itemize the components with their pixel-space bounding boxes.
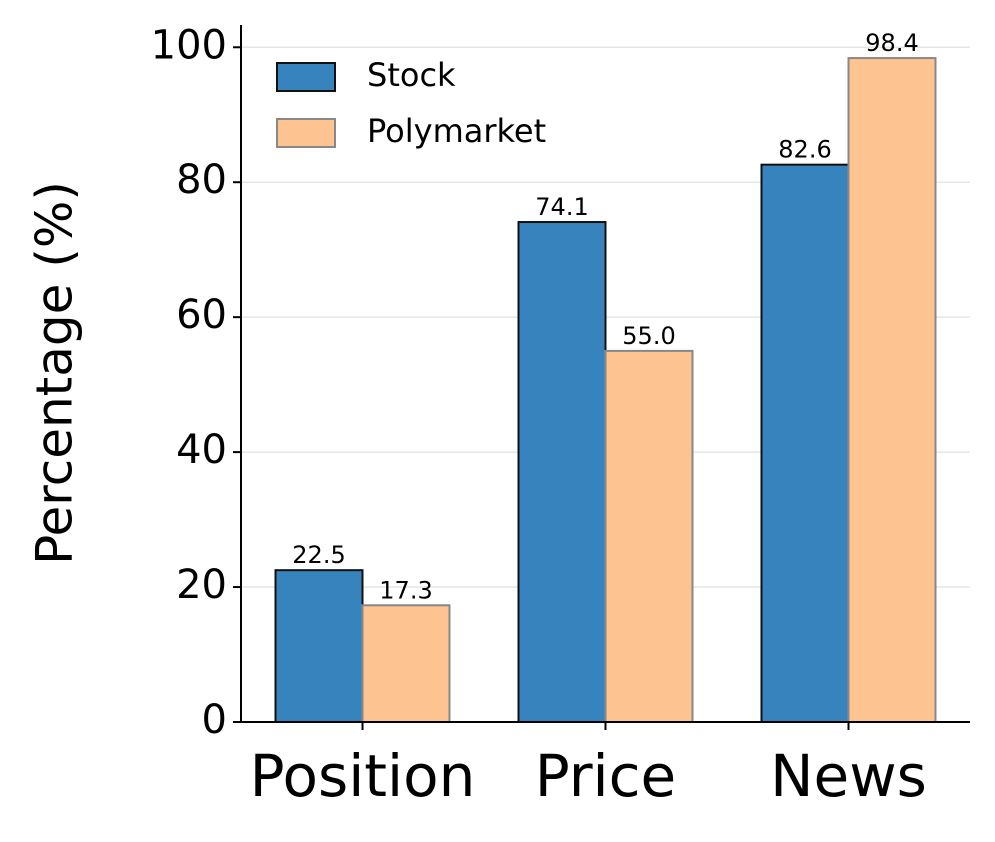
bar bbox=[361, 604, 451, 723]
value-label: 98.4 bbox=[865, 29, 918, 57]
x-tick-label: Price bbox=[535, 742, 677, 810]
bar bbox=[517, 221, 607, 723]
bar bbox=[847, 57, 937, 724]
bar bbox=[274, 569, 364, 723]
legend-swatch bbox=[276, 118, 336, 148]
y-tick-label: 40 bbox=[176, 427, 227, 473]
legend-label: Stock bbox=[367, 56, 456, 94]
value-label: 74.1 bbox=[535, 193, 588, 221]
y-tick-label: 100 bbox=[151, 22, 227, 68]
y-tick-label: 0 bbox=[202, 697, 227, 743]
x-tick-label: Position bbox=[250, 742, 476, 810]
y-tick-label: 20 bbox=[176, 562, 227, 608]
y-axis-label: Percentage (%) bbox=[26, 181, 84, 565]
value-label: 22.5 bbox=[292, 541, 345, 569]
x-tick-label: News bbox=[770, 742, 927, 810]
y-tick-label: 60 bbox=[176, 292, 227, 338]
bar bbox=[760, 163, 850, 723]
value-label: 82.6 bbox=[778, 136, 831, 164]
legend-label: Polymarket bbox=[367, 112, 546, 150]
value-label: 55.0 bbox=[622, 322, 675, 350]
bar bbox=[604, 349, 694, 723]
legend-swatch bbox=[276, 62, 336, 92]
y-tick-label: 80 bbox=[176, 157, 227, 203]
value-label: 17.3 bbox=[379, 576, 432, 604]
